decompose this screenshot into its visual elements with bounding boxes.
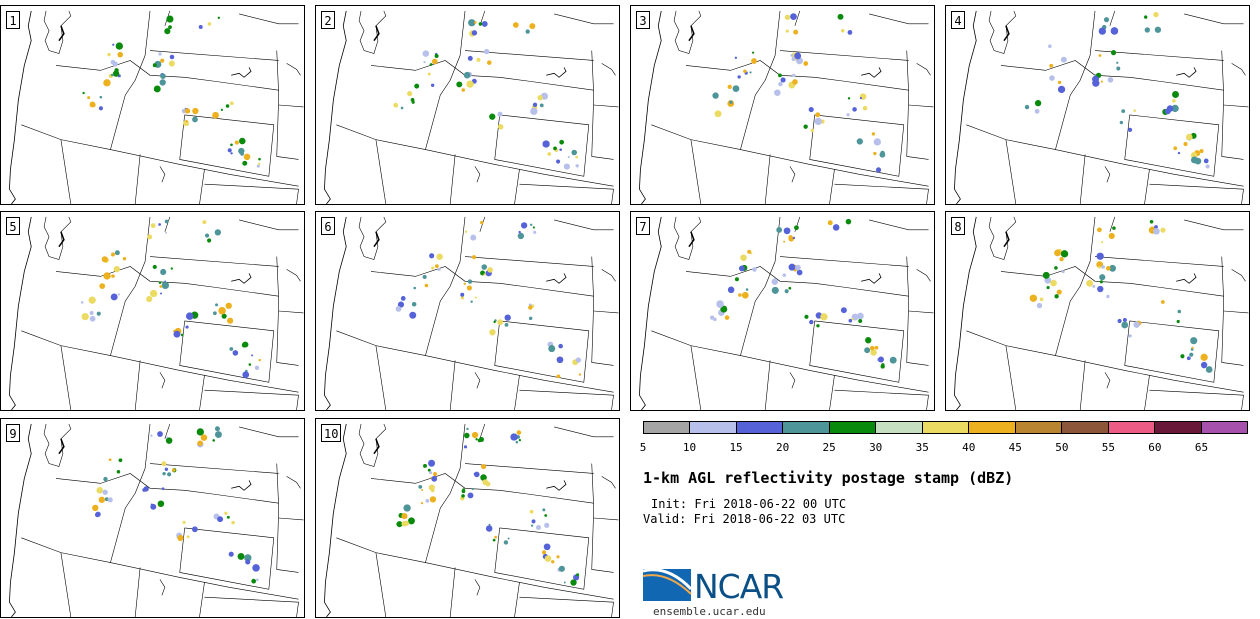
region-map [954,216,1249,410]
region-map [954,10,1249,204]
site-url: ensemble.ucar.edu [653,605,766,618]
map-panel: 1 [0,5,305,205]
colorbar-segment [829,422,877,433]
ncar-logo-icon [643,568,693,601]
colorbar-tick-label: 35 [915,441,929,454]
region-map [9,216,304,410]
map-panel: 7 [630,211,935,411]
colorbar-segment [1201,422,1248,433]
colorbar-tick-label: 65 [1194,441,1209,454]
colorbar-tick-label: 45 [1008,441,1022,454]
colorbar-tick-label: 30 [869,441,883,454]
colorbar-tick-label: 5 [639,441,647,454]
colorbar-segment [1062,422,1109,433]
init-time: Init: Fri 2018-06-22 00 UTC [651,497,847,511]
member-label: 4 [951,11,965,29]
colorbar-segment [922,422,970,433]
member-label: 2 [321,11,335,29]
member-label: 8 [951,217,965,235]
map-panel: 4 [945,5,1250,205]
colorbar-segment [969,422,1016,433]
colorbar-tick-label: 60 [1148,441,1162,454]
colorbar-tick-label: 15 [729,441,743,454]
colorbar-tick-label: 20 [775,441,790,454]
region-map [324,216,619,410]
figure-title: 1-km AGL reflectivity postage stamp (dBZ… [643,469,1014,487]
colorbar-tick-label: 25 [822,441,836,454]
valid-time: Valid: Fri 2018-06-22 03 UTC [643,512,846,526]
map-panel: 6 [315,211,620,411]
colorbar-segment [690,422,737,433]
map-panel: 10 [315,418,620,618]
colorbar-segment [876,422,923,433]
ncar-logo-text: NCAR [694,567,784,606]
map-panel: 8 [945,211,1250,411]
member-label: 1 [6,11,20,29]
reflectivity-colorbar [643,421,1248,434]
colorbar-tick-label: 10 [682,441,697,454]
colorbar-tick-label: 50 [1055,441,1069,454]
region-map [9,423,304,617]
map-panel: 3 [630,5,935,205]
member-label: 10 [321,424,342,442]
member-label: 9 [6,424,20,442]
colorbar-segment [1015,422,1063,433]
map-panel: 2 [315,5,620,205]
colorbar-segment [1155,422,1202,433]
member-label: 6 [321,217,335,235]
member-label: 3 [636,11,650,29]
region-map [639,216,934,410]
colorbar-tick-label: 40 [962,441,976,454]
colorbar-segment [1108,422,1156,433]
region-map [639,10,934,204]
colorbar-segment [644,422,691,433]
colorbar-tick-label: 55 [1101,441,1115,454]
map-panel: 9 [0,418,305,618]
region-map [324,10,619,204]
region-map [9,10,304,204]
map-panel: 5 [0,211,305,411]
colorbar-segment [783,422,830,433]
member-label: 7 [636,217,650,235]
colorbar-segment [736,422,784,433]
region-map [324,423,619,617]
member-label: 5 [6,217,20,235]
